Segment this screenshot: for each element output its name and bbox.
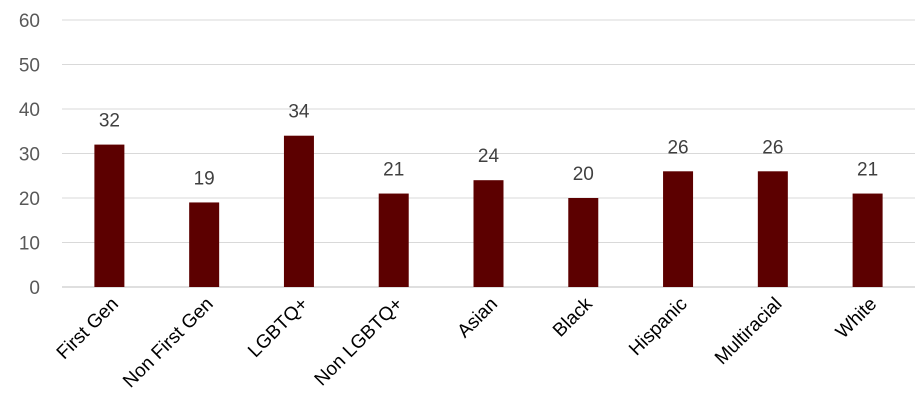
bar-non-first-gen — [189, 202, 220, 287]
bar-first-gen — [94, 144, 125, 287]
y-tick-label: 30 — [19, 145, 40, 166]
data-label: 32 — [99, 111, 120, 132]
bar-lgbtq- — [283, 135, 314, 287]
data-label: 21 — [383, 160, 404, 181]
y-tick-label: 0 — [29, 278, 40, 299]
bar-asian — [473, 180, 504, 287]
category-label: Black — [549, 293, 597, 341]
data-label: 26 — [667, 137, 688, 158]
bar-multiracial — [757, 171, 788, 287]
data-label: 34 — [288, 102, 310, 123]
data-labels: 32 19 34 21 24 20 26 26 21 — [99, 102, 878, 190]
y-tick-label: 20 — [19, 189, 40, 210]
bar-white — [852, 193, 883, 287]
data-label: 21 — [857, 160, 878, 181]
y-axis-tick-labels: 0 10 20 30 40 50 60 — [19, 11, 40, 299]
category-label: Non LGBTQ+ — [311, 294, 408, 391]
category-label: Hispanic — [625, 294, 691, 360]
data-label: 26 — [762, 137, 783, 158]
category-label: Multiracial — [711, 294, 786, 369]
data-label: 24 — [478, 146, 500, 167]
category-label: LGBTQ+ — [244, 294, 312, 362]
bars — [94, 135, 883, 287]
data-label: 20 — [573, 164, 594, 185]
y-tick-label: 40 — [19, 100, 40, 121]
category-label: White — [832, 294, 881, 343]
category-label: Asian — [454, 294, 502, 342]
bar-hispanic — [663, 171, 694, 287]
data-label: 19 — [194, 168, 215, 189]
y-tick-label: 10 — [19, 234, 40, 255]
bar-black — [568, 198, 599, 287]
y-tick-label: 60 — [19, 11, 40, 32]
y-tick-label: 50 — [19, 56, 40, 77]
category-label: First Gen — [53, 294, 123, 364]
category-label: Non First Gen — [119, 294, 217, 392]
bar-non-lgbtq- — [378, 193, 409, 287]
